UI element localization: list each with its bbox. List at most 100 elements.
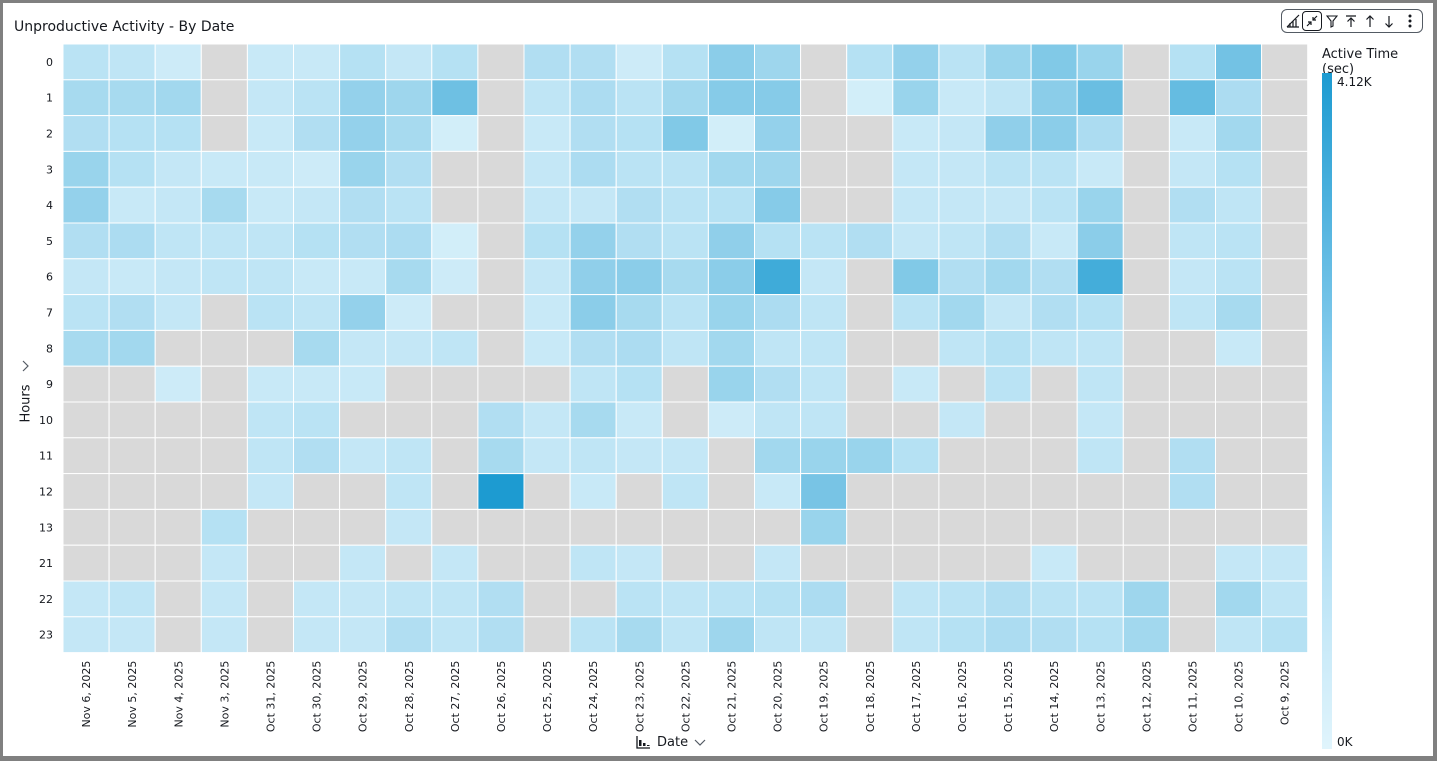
heatmap-cell[interactable] — [154, 222, 202, 260]
heatmap-cell[interactable] — [1168, 329, 1217, 367]
heatmap-cell[interactable] — [523, 150, 571, 188]
heatmap-cell[interactable] — [477, 473, 525, 510]
heatmap-cell[interactable] — [293, 294, 341, 331]
heatmap-cell[interactable] — [293, 437, 341, 475]
heatmap-cell[interactable] — [431, 329, 479, 367]
heatmap-cell[interactable] — [1215, 150, 1263, 188]
heatmap-cell[interactable] — [846, 43, 894, 81]
heatmap-cell[interactable] — [339, 473, 387, 510]
heatmap-cell[interactable] — [800, 329, 848, 367]
heatmap-cell[interactable] — [615, 150, 663, 188]
heatmap-cell[interactable] — [1030, 150, 1078, 188]
heatmap-cell[interactable] — [62, 186, 110, 224]
heatmap-cell[interactable] — [1261, 79, 1309, 117]
heatmap-cell[interactable] — [523, 616, 571, 654]
heatmap-cell[interactable] — [661, 580, 709, 618]
heatmap-cell[interactable] — [431, 186, 479, 224]
heatmap-cell[interactable] — [1076, 329, 1124, 367]
heatmap-cell[interactable] — [800, 115, 848, 152]
heatmap-cell[interactable] — [1030, 473, 1078, 510]
heatmap-cell[interactable] — [1168, 437, 1217, 475]
heatmap-cell[interactable] — [1030, 222, 1078, 260]
heatmap-cell[interactable] — [523, 79, 571, 117]
heatmap-cell[interactable] — [293, 186, 341, 224]
heatmap-cell[interactable] — [154, 115, 202, 152]
heatmap-cell[interactable] — [523, 222, 571, 260]
heatmap-cell[interactable] — [477, 258, 525, 296]
heatmap-cell[interactable] — [1261, 580, 1309, 618]
heatmap-cell[interactable] — [661, 115, 709, 152]
heatmap-cell[interactable] — [1168, 401, 1217, 439]
heatmap-cell[interactable] — [477, 508, 525, 546]
heatmap-cell[interactable] — [800, 43, 848, 81]
heatmap-cell[interactable] — [846, 186, 894, 224]
heatmap-cell[interactable] — [1030, 616, 1078, 654]
heatmap-cell[interactable] — [615, 258, 663, 296]
heatmap-cell[interactable] — [1030, 258, 1078, 296]
heatmap-cell[interactable] — [846, 544, 894, 582]
heatmap-cell[interactable] — [108, 544, 156, 582]
heatmap-cell[interactable] — [523, 365, 571, 403]
heatmap-cell[interactable] — [385, 401, 433, 439]
heatmap-cell[interactable] — [800, 365, 848, 403]
heatmap-cell[interactable] — [984, 544, 1032, 582]
heatmap-cell[interactable] — [1168, 508, 1217, 546]
heatmap-cell[interactable] — [523, 401, 571, 439]
heatmap-cell[interactable] — [984, 437, 1032, 475]
heatmap-cell[interactable] — [938, 365, 986, 403]
heatmap-cell[interactable] — [339, 222, 387, 260]
heatmap-cell[interactable] — [431, 222, 479, 260]
heatmap-cell[interactable] — [62, 294, 110, 331]
heatmap-cell[interactable] — [1168, 258, 1217, 296]
heatmap-cell[interactable] — [293, 258, 341, 296]
heatmap-cell[interactable] — [892, 580, 940, 618]
heatmap-cell[interactable] — [431, 544, 479, 582]
heatmap-cell[interactable] — [1261, 258, 1309, 296]
heatmap-cell[interactable] — [385, 473, 433, 510]
heatmap-cell[interactable] — [892, 437, 940, 475]
heatmap-cell[interactable] — [431, 294, 479, 331]
heatmap-cell[interactable] — [154, 580, 202, 618]
heatmap-cell[interactable] — [984, 401, 1032, 439]
heatmap-cell[interactable] — [1076, 401, 1124, 439]
heatmap-cell[interactable] — [754, 79, 802, 117]
heatmap-cell[interactable] — [523, 115, 571, 152]
heatmap-cell[interactable] — [1030, 329, 1078, 367]
heatmap-cell[interactable] — [984, 508, 1032, 546]
heatmap-cell[interactable] — [1215, 616, 1263, 654]
heatmap-cell[interactable] — [1122, 365, 1170, 403]
heatmap-cell[interactable] — [1030, 580, 1078, 618]
heatmap-cell[interactable] — [1168, 580, 1217, 618]
heatmap-cell[interactable] — [1076, 473, 1124, 510]
heatmap-cell[interactable] — [339, 150, 387, 188]
heatmap-cell[interactable] — [385, 437, 433, 475]
heatmap-cell[interactable] — [431, 473, 479, 510]
heatmap-cell[interactable] — [62, 115, 110, 152]
heatmap-cell[interactable] — [62, 222, 110, 260]
heatmap-cell[interactable] — [477, 401, 525, 439]
heatmap-cell[interactable] — [984, 79, 1032, 117]
heatmap-cell[interactable] — [615, 437, 663, 475]
heatmap-cell[interactable] — [108, 473, 156, 510]
heatmap-cell[interactable] — [154, 365, 202, 403]
heatmap-cell[interactable] — [154, 437, 202, 475]
heatmap-cell[interactable] — [892, 473, 940, 510]
heatmap-cell[interactable] — [431, 437, 479, 475]
heatmap-cell[interactable] — [984, 186, 1032, 224]
heatmap-cell[interactable] — [293, 115, 341, 152]
heatmap-cell[interactable] — [892, 508, 940, 546]
heatmap-cell[interactable] — [892, 258, 940, 296]
heatmap-cell[interactable] — [754, 186, 802, 224]
heatmap-cell[interactable] — [661, 508, 709, 546]
heatmap-cell[interactable] — [938, 544, 986, 582]
heatmap-cell[interactable] — [984, 150, 1032, 188]
heatmap-cell[interactable] — [385, 79, 433, 117]
heatmap-cell[interactable] — [200, 150, 248, 188]
heatmap-cell[interactable] — [661, 222, 709, 260]
heatmap-cell[interactable] — [892, 329, 940, 367]
heatmap-cell[interactable] — [477, 222, 525, 260]
heatmap-cell[interactable] — [523, 294, 571, 331]
heatmap-cell[interactable] — [984, 616, 1032, 654]
heatmap-cell[interactable] — [615, 580, 663, 618]
heatmap-cell[interactable] — [1261, 616, 1309, 654]
